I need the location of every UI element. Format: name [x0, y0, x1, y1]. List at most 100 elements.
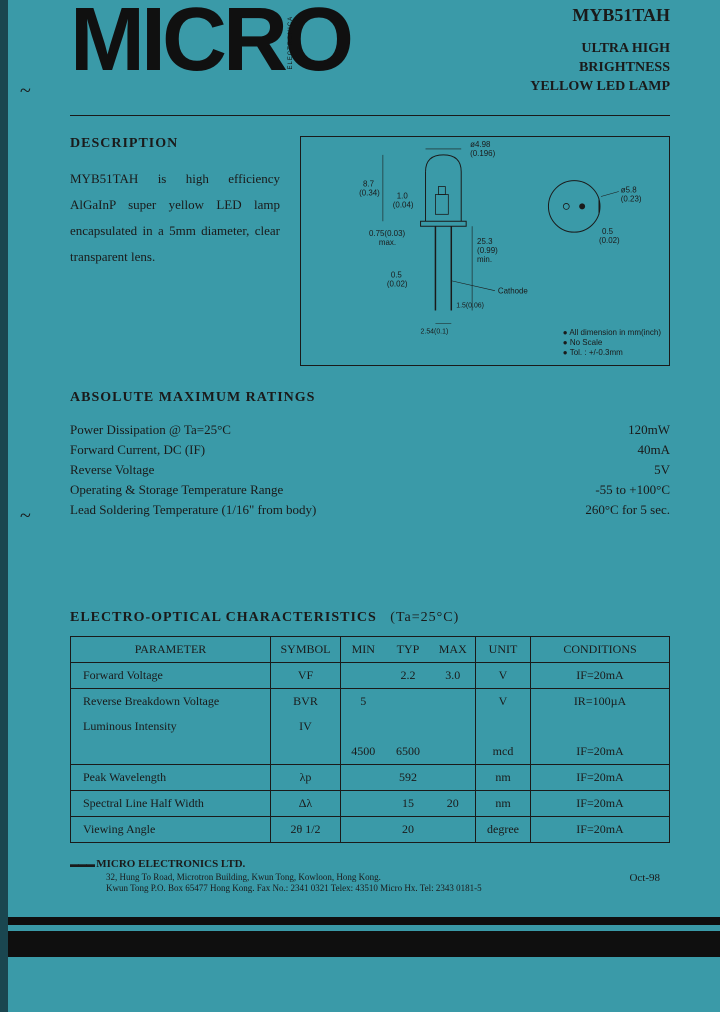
td-param: Viewing Angle	[71, 817, 271, 843]
footer: ▬▬▬ MICRO ELECTRONICS LTD. 32, Hung To R…	[70, 857, 670, 895]
rating-row: Forward Current, DC (IF)40mA	[70, 440, 670, 460]
subtitle: ULTRA HIGH BRIGHTNESS YELLOW LED LAMP	[530, 40, 670, 97]
table-row: 4500 6500 mcd IF=20mA	[71, 739, 670, 765]
td	[431, 689, 476, 715]
th-unit: UNIT	[476, 637, 531, 663]
rating-label: Forward Current, DC (IF)	[70, 440, 205, 460]
td: V	[476, 689, 531, 715]
part-number: MYB51TAH	[530, 5, 670, 26]
th-parameter: PARAMETER	[71, 637, 271, 663]
logo-sidetext: ELECTRONICA	[289, 16, 294, 70]
dim: 25.3	[477, 237, 493, 246]
dim: 1.0	[397, 191, 409, 200]
table-row: Forward Voltage VF 2.2 3.0 V IF=20mA	[71, 663, 670, 689]
td: 6500	[386, 739, 431, 765]
dim: (0.04)	[393, 200, 414, 209]
td	[341, 765, 386, 791]
description-block: DESCRIPTION MYB51TAH is high efficiency …	[70, 136, 280, 270]
td: nm	[476, 791, 531, 817]
subtitle-line: BRIGHTNESS	[530, 59, 670, 78]
td	[271, 739, 341, 765]
td: λp	[271, 765, 341, 791]
dim: 0.5	[602, 227, 614, 236]
dim: max.	[379, 238, 396, 247]
td: VF	[271, 663, 341, 689]
td-param: Peak Wavelength	[71, 765, 271, 791]
rating-value: 260°C for 5 sec.	[585, 500, 670, 520]
td: V	[476, 663, 531, 689]
td	[341, 791, 386, 817]
th-symbol: SYMBOL	[271, 637, 341, 663]
td: 20	[431, 791, 476, 817]
dim: 8.7	[363, 179, 374, 188]
dim: (0.02)	[599, 236, 620, 245]
td: 4500	[341, 739, 386, 765]
td: nm	[476, 765, 531, 791]
th-max: MAX	[431, 637, 476, 663]
td: IF=20mA	[531, 765, 670, 791]
rating-label: Operating & Storage Temperature Range	[70, 480, 283, 500]
page: MICRO ELECTRONICA MYB51TAH ULTRA HIGH BR…	[0, 0, 720, 977]
dim: min.	[477, 255, 492, 264]
td: IR=100µA	[531, 689, 670, 715]
characteristics-block: ELECTRO-OPTICAL CHARACTERISTICS (Ta=25°C…	[70, 610, 670, 843]
td	[476, 714, 531, 739]
td: 592	[386, 765, 431, 791]
rating-row: Lead Soldering Temperature (1/16" from b…	[70, 500, 670, 520]
header-right: MYB51TAH ULTRA HIGH BRIGHTNESS YELLOW LE…	[530, 0, 670, 97]
rating-row: Reverse Voltage5V	[70, 460, 670, 480]
dim: 1.5(0.06)	[456, 302, 484, 309]
td: IV	[271, 714, 341, 739]
rating-row: Power Dissipation @ Ta=25°C120mW	[70, 420, 670, 440]
td-param: Spectral Line Half Width	[71, 791, 271, 817]
dim: (0.99)	[477, 246, 498, 255]
description-row: DESCRIPTION MYB51TAH is high efficiency …	[70, 136, 670, 366]
binding-shadow	[0, 0, 8, 1012]
td	[341, 663, 386, 689]
td: IF=20mA	[531, 663, 670, 689]
dim: (0.23)	[621, 194, 642, 203]
td	[341, 817, 386, 843]
logo: MICRO ELECTRONICA	[70, 0, 350, 81]
th-conditions: CONDITIONS	[531, 637, 670, 663]
td: IF=20mA	[531, 739, 670, 765]
table-row: Reverse Breakdown Voltage BVR 5 V IR=100…	[71, 689, 670, 715]
description-title: DESCRIPTION	[70, 136, 280, 152]
char-title-text: ELECTRO-OPTICAL CHARACTERISTICS	[70, 610, 377, 625]
table-header-row: PARAMETER SYMBOL MIN TYP MAX UNIT CONDIT…	[71, 637, 670, 663]
td	[531, 714, 670, 739]
ratings-block: ABSOLUTE MAXIMUM RATINGS Power Dissipati…	[70, 390, 670, 521]
rating-value: 120mW	[628, 420, 670, 440]
dim: 0.5	[391, 270, 403, 279]
rating-value: -55 to +100°C	[595, 480, 670, 500]
dim: 0.75(0.03)	[369, 229, 405, 238]
diagram-legend: ● All dimension in mm(inch) ● No Scale ●…	[563, 328, 661, 359]
td: mcd	[476, 739, 531, 765]
footer-addr1: 32, Hung To Road, Microtron Building, Kw…	[106, 872, 381, 882]
description-text: MYB51TAH is high efficiency AlGaInP supe…	[70, 166, 280, 270]
separator	[70, 115, 670, 116]
td	[431, 765, 476, 791]
table-row: Viewing Angle 2θ 1/2 20 degree IF=20mA	[71, 817, 670, 843]
ratings-title: ABSOLUTE MAXIMUM RATINGS	[70, 390, 670, 406]
rating-label: Lead Soldering Temperature (1/16" from b…	[70, 500, 316, 520]
td-param: Luminous Intensity	[71, 714, 271, 739]
td	[341, 714, 386, 739]
dim: (0.34)	[359, 188, 380, 197]
td: degree	[476, 817, 531, 843]
td: Δλ	[271, 791, 341, 817]
legend-line: All dimension in mm(inch)	[569, 328, 661, 337]
dim: ø4.98	[470, 140, 491, 149]
table-row: Luminous Intensity IV	[71, 714, 670, 739]
td: 2.2	[386, 663, 431, 689]
footer-company: MICRO ELECTRONICS LTD.	[96, 858, 245, 870]
footer-date: Oct-98	[629, 871, 660, 885]
td	[386, 689, 431, 715]
rating-row: Operating & Storage Temperature Range -55…	[70, 480, 670, 500]
dim: Cathode	[498, 286, 529, 295]
footer-bars	[0, 925, 720, 957]
char-title-cond: (Ta=25°C)	[390, 610, 459, 625]
rating-value: 5V	[654, 460, 670, 480]
hole-punch-mark: ~	[20, 80, 31, 103]
hole-punch-mark-2: ~	[20, 505, 31, 528]
